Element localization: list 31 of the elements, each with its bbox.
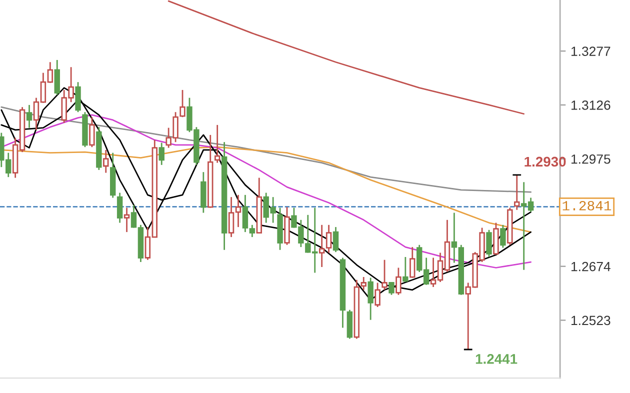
y-tick-label: 1.2674 bbox=[571, 262, 610, 272]
candlestick bbox=[75, 81, 81, 113]
candlestick bbox=[388, 281, 394, 296]
candlestick bbox=[124, 207, 130, 233]
candlestick bbox=[180, 89, 186, 118]
candlestick bbox=[402, 256, 408, 283]
candlestick bbox=[116, 192, 123, 224]
ref-line-label: 1.2841 bbox=[562, 201, 612, 210]
candlestick bbox=[500, 224, 506, 248]
candlestick bbox=[374, 282, 380, 308]
line-series bbox=[168, 0, 525, 115]
candlestick bbox=[26, 104, 32, 128]
candlestick bbox=[332, 226, 339, 253]
annotation: 1.2441 bbox=[476, 354, 518, 364]
candlestick bbox=[158, 142, 164, 166]
candlestick bbox=[103, 149, 109, 174]
y-tick-label: 1.3126 bbox=[571, 100, 610, 110]
candlestick bbox=[214, 124, 220, 164]
y-tick-label: 1.3277 bbox=[571, 46, 610, 56]
y-tick-label: 1.2523 bbox=[571, 316, 610, 326]
candlestick bbox=[396, 267, 402, 296]
candlestick bbox=[486, 229, 492, 258]
candlestick bbox=[360, 276, 366, 291]
candlestick bbox=[410, 246, 416, 278]
annotation: 1.2930 bbox=[524, 156, 566, 167]
y-tick-label: 1.2975 bbox=[571, 154, 610, 164]
candlestick bbox=[89, 116, 95, 148]
candlestick bbox=[382, 259, 388, 291]
candlestick bbox=[54, 59, 60, 96]
candlestick bbox=[514, 174, 520, 211]
candlestick bbox=[368, 277, 374, 321]
